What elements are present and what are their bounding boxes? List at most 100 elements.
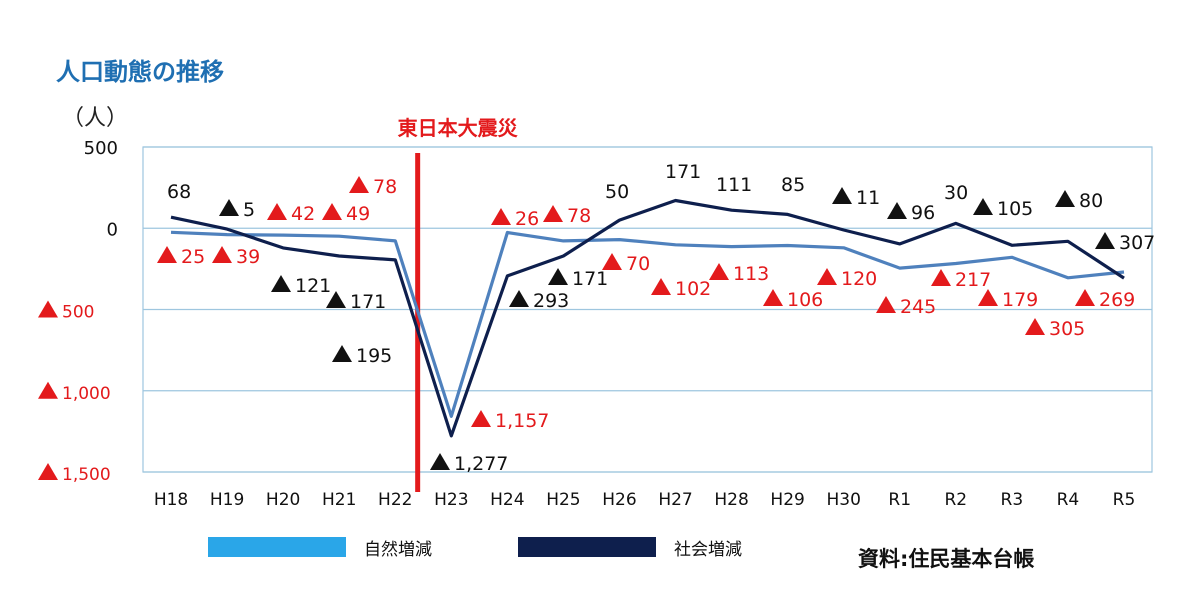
data-label-social-triangle [430,453,450,470]
data-label-social: 171 [665,161,701,183]
series-line-natural [170,230,1125,418]
data-label-social: 30 [944,182,968,204]
data-label-social-triangle [326,291,346,308]
y-axis-unit-label: （人） [62,106,129,131]
y-tick-label: 0 [107,219,118,240]
data-label-natural-triangle [931,269,951,286]
data-label-natural: 26 [515,208,539,230]
data-label-natural: 70 [626,253,650,275]
data-label-natural-triangle [817,268,837,285]
data-label-social: 96 [911,202,935,224]
data-label-social: 85 [781,174,805,196]
data-label-social: 195 [356,345,392,367]
data-label-natural: 179 [1002,289,1038,311]
y-tick-label-triangle [38,381,58,399]
data-label-natural-triangle [1025,318,1045,335]
y-tick-label-triangle [38,463,58,480]
x-tick-label: H22 [378,490,412,510]
y-tick-label: 500 [84,138,118,159]
data-label-natural: 78 [567,205,591,227]
data-label-natural-triangle [602,253,622,270]
data-label-social-triangle [887,202,907,219]
x-tick-label: R5 [1113,490,1136,510]
legend-social-label: 社会増減 [674,539,742,560]
x-tick-label: H28 [714,490,748,510]
data-label-natural-triangle [543,205,563,222]
data-label-natural: 120 [841,268,877,290]
event-label: 東日本大震災 [398,116,519,140]
x-tick-label: R1 [888,490,911,510]
x-tick-label: H23 [434,490,468,510]
data-label-natural-triangle [157,246,177,263]
data-label-natural-triangle [651,278,671,295]
data-label-natural-triangle [876,296,896,313]
data-label-natural-triangle [471,410,491,427]
data-label-social: 1,277 [454,453,508,475]
data-label-social-triangle [332,345,352,362]
data-label-natural: 217 [955,269,991,291]
data-label-natural: 42 [291,203,315,225]
y-tick-label-triangle [38,300,58,318]
data-label-social-triangle [219,199,239,216]
data-label-natural: 113 [733,263,769,285]
x-tick-label: H18 [154,490,188,510]
series-line-social [170,198,1125,438]
x-tick-label: R2 [944,490,967,510]
data-label-social: 171 [350,291,386,313]
data-label-social: 68 [167,181,191,203]
data-label-natural: 305 [1049,318,1085,340]
data-label-social: 50 [605,181,629,203]
x-tick-label: H20 [266,490,300,510]
x-tick-label: R3 [1001,490,1024,510]
x-tick-label: H30 [826,490,860,510]
data-label-social-triangle [548,268,568,285]
data-label-social: 105 [997,198,1033,220]
data-label-social: 5 [243,199,255,221]
data-label-social: 111 [716,174,752,196]
data-label-social-triangle [973,198,993,215]
y-tick-label: 1,500 [62,465,111,485]
x-tick-label: R4 [1057,490,1080,510]
data-label-social: 11 [856,187,880,209]
x-tick-label: H27 [658,490,692,510]
data-label-natural: 106 [787,289,823,311]
x-tick-label: H29 [770,490,804,510]
data-label-natural-triangle [763,289,783,306]
data-label-natural-triangle [267,203,287,220]
data-label-social-triangle [271,275,291,292]
legend-social-swatch [518,537,656,557]
legend-natural-label: 自然増減 [364,539,432,560]
data-label-natural-triangle [978,289,998,306]
data-label-natural-triangle [349,176,369,193]
data-label-natural: 25 [181,246,205,268]
legend-natural-swatch [208,537,346,557]
data-label-natural-triangle [212,246,232,263]
data-label-social: 121 [295,275,331,297]
x-tick-label: H19 [210,490,244,510]
x-tick-label: H25 [546,490,580,510]
data-label-natural: 245 [900,296,936,318]
data-label-natural: 1,157 [495,410,549,432]
data-label-social: 307 [1119,232,1155,254]
source-note: 資料:住民基本台帳 [858,547,1035,571]
data-label-social-triangle [509,290,529,307]
data-label-natural-triangle [322,203,342,220]
data-label-natural: 269 [1099,289,1135,311]
data-label-natural: 39 [236,246,260,268]
legend-natural: 自然増減 [208,536,432,560]
data-label-social-triangle [1055,190,1075,207]
data-label-natural: 49 [346,203,370,225]
data-label-natural-triangle [1075,289,1095,306]
data-label-natural: 102 [675,278,711,300]
x-tick-label: H21 [322,490,356,510]
x-tick-label: H24 [490,490,524,510]
data-label-social: 80 [1079,190,1103,212]
x-tick-label: H26 [602,490,636,510]
data-label-natural: 78 [373,176,397,198]
legend-social: 社会増減 [518,536,742,560]
page-title: 人口動態の推移 [56,58,224,86]
data-label-social: 171 [572,268,608,290]
data-label-natural-triangle [709,263,729,280]
data-label-social-triangle [832,187,852,204]
